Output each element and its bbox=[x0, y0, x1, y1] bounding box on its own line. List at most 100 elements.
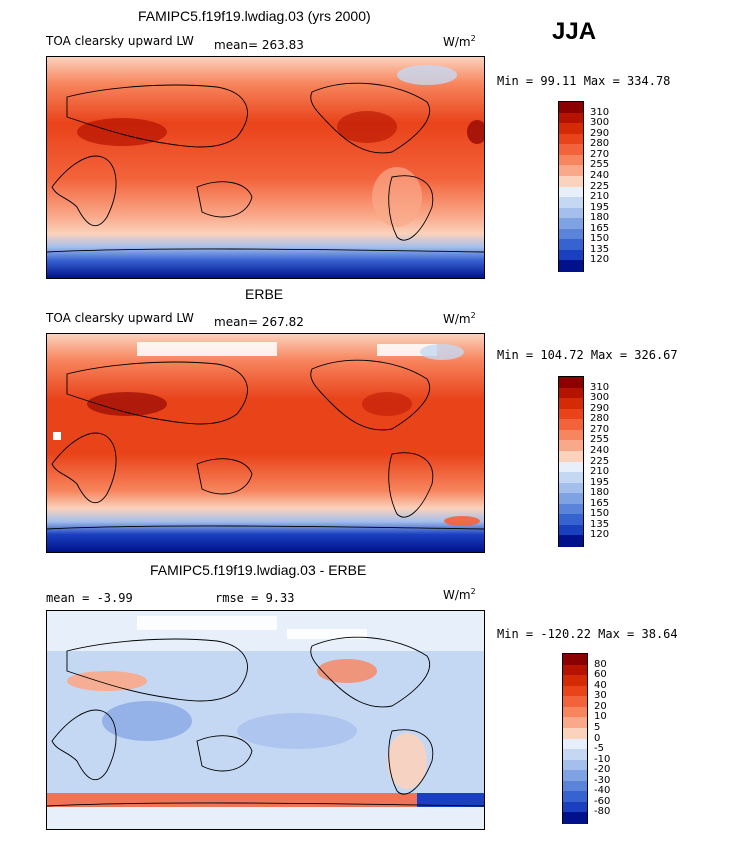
panel2-variable: TOA clearsky upward LW bbox=[46, 311, 194, 325]
colorbar-swatch bbox=[559, 102, 583, 114]
colorbar-swatch bbox=[563, 727, 587, 739]
colorbar-tick-label: 0 bbox=[594, 732, 601, 744]
panel3-mean: mean = -3.99 bbox=[46, 591, 133, 605]
colorbar-swatch bbox=[563, 654, 587, 666]
colorbar-swatch bbox=[563, 675, 587, 687]
colorbar-tick-label: 280 bbox=[590, 413, 610, 425]
colorbar-tick-label: 20 bbox=[594, 700, 607, 712]
colorbar-swatch bbox=[559, 165, 583, 177]
colorbar-tick-label: -10 bbox=[594, 753, 611, 765]
colorbar-swatch bbox=[563, 812, 587, 824]
colorbar-swatch bbox=[559, 514, 583, 526]
colorbar-tick-label: 80 bbox=[594, 658, 607, 670]
colorbar-swatch bbox=[559, 387, 583, 399]
colorbar-swatch bbox=[559, 186, 583, 198]
panel3-rmse: rmse = 9.33 bbox=[215, 591, 295, 605]
colorbar-swatch bbox=[559, 249, 583, 261]
colorbar-swatch bbox=[559, 144, 583, 156]
panel2-mean: mean= 267.82 bbox=[214, 315, 304, 329]
colorbar-swatch bbox=[563, 717, 587, 729]
colorbar-swatch bbox=[563, 791, 587, 803]
colorbar-tick-label: 10 bbox=[594, 711, 607, 723]
colorbar-swatch bbox=[559, 123, 583, 135]
panel2-coastlines bbox=[47, 359, 484, 530]
colorbar-swatch bbox=[563, 770, 587, 782]
colorbar-tick-label: 120 bbox=[590, 254, 610, 266]
colorbar-tick-label: -60 bbox=[594, 795, 611, 807]
colorbar-swatch bbox=[563, 664, 587, 676]
colorbar-swatch bbox=[559, 419, 583, 431]
colorbar-tick-label: 165 bbox=[590, 222, 610, 234]
panel1-map bbox=[46, 56, 485, 279]
colorbar-swatch bbox=[559, 524, 583, 536]
colorbar-tick-label: -40 bbox=[594, 785, 611, 797]
colorbar-tick-label: 180 bbox=[590, 487, 610, 499]
colorbar-swatch bbox=[563, 685, 587, 697]
colorbar-tick-label: -30 bbox=[594, 774, 611, 786]
colorbar-tick-label: 310 bbox=[590, 106, 610, 118]
colorbar-swatch bbox=[563, 759, 587, 771]
colorbar-swatch bbox=[563, 696, 587, 708]
panel3-title: FAMIPC5.f19f19.lwdiag.03 - ERBE bbox=[150, 562, 367, 578]
colorbar-tick-label: 195 bbox=[590, 201, 610, 213]
colorbar-swatch bbox=[559, 260, 583, 272]
colorbar-swatch bbox=[559, 218, 583, 230]
panel2-units: W/m2 bbox=[443, 311, 476, 326]
panel3-coastlines bbox=[47, 636, 484, 807]
season-label: JJA bbox=[552, 18, 597, 45]
colorbar-tick-label: 300 bbox=[590, 117, 610, 129]
panel2-minmax: Min = 104.72 Max = 326.67 bbox=[497, 348, 678, 362]
colorbar-swatch bbox=[559, 239, 583, 251]
colorbar-tick-label: 180 bbox=[590, 212, 610, 224]
colorbar-tick-label: -20 bbox=[594, 764, 611, 776]
panel2-colorbar: 310 300 290 280 270 255 240 225 210 195 180 165 150 1… bbox=[558, 376, 609, 547]
colorbar-tick-label: 150 bbox=[590, 233, 610, 245]
colorbar-tick-label: 300 bbox=[590, 392, 610, 404]
colorbar-tick-label: 255 bbox=[590, 434, 610, 446]
colorbar-swatch bbox=[559, 472, 583, 484]
colorbar-swatch bbox=[563, 780, 587, 792]
colorbar-swatch bbox=[559, 450, 583, 462]
colorbar-tick-label: 290 bbox=[590, 127, 610, 139]
colorbar-tick-label: 210 bbox=[590, 466, 610, 478]
panel3-units: W/m2 bbox=[443, 587, 476, 602]
colorbar-swatch bbox=[563, 749, 587, 761]
colorbar-swatch bbox=[559, 207, 583, 219]
panel3-map bbox=[46, 610, 485, 830]
colorbar-swatch bbox=[559, 228, 583, 240]
panel1-coastlines bbox=[47, 82, 484, 253]
colorbar-swatch bbox=[559, 429, 583, 441]
colorbar-swatch bbox=[559, 197, 583, 209]
colorbar-swatch bbox=[559, 175, 583, 187]
colorbar-tick-label: 30 bbox=[594, 690, 607, 702]
colorbar-swatch bbox=[559, 440, 583, 452]
colorbar-tick-label: 120 bbox=[590, 529, 610, 541]
colorbar-tick-label: 40 bbox=[594, 679, 607, 691]
colorbar-tick-label: 165 bbox=[590, 497, 610, 509]
colorbar-swatch bbox=[559, 461, 583, 473]
colorbar-swatch bbox=[559, 112, 583, 124]
colorbar-swatch bbox=[559, 377, 583, 389]
colorbar-swatch bbox=[559, 398, 583, 410]
panel3-minmax: Min = -120.22 Max = 38.64 bbox=[497, 627, 678, 641]
panel1-colorbar: 310 300 290 280 270 255 240 225 210 195 180 165 150 1… bbox=[558, 101, 609, 272]
colorbar-tick-label: 195 bbox=[590, 476, 610, 488]
colorbar-swatch bbox=[559, 482, 583, 494]
colorbar-swatch bbox=[563, 801, 587, 813]
colorbar-tick-label: 210 bbox=[590, 191, 610, 203]
panel3-colorbar: 80 60 40 30 20 10 5 0 -5 -10 -20 -30 -40 -60 -80 bbox=[562, 653, 610, 824]
colorbar-swatch bbox=[559, 503, 583, 515]
colorbar-tick-label: -80 bbox=[594, 806, 611, 818]
colorbar-swatch bbox=[559, 133, 583, 145]
colorbar-swatch bbox=[559, 408, 583, 420]
colorbar-tick-label: 270 bbox=[590, 423, 610, 435]
colorbar-tick-label: 290 bbox=[590, 402, 610, 414]
colorbar-tick-label: 310 bbox=[590, 381, 610, 393]
colorbar-tick-label: 150 bbox=[590, 508, 610, 520]
colorbar-swatch bbox=[563, 706, 587, 718]
panel1-minmax: Min = 99.11 Max = 334.78 bbox=[497, 74, 671, 88]
colorbar-tick-label: 240 bbox=[590, 169, 610, 181]
panel1-title: FAMIPC5.f19f19.lwdiag.03 (yrs 2000) bbox=[138, 8, 371, 24]
colorbar-tick-label: 225 bbox=[590, 180, 610, 192]
panel1-units: W/m2 bbox=[443, 34, 476, 49]
